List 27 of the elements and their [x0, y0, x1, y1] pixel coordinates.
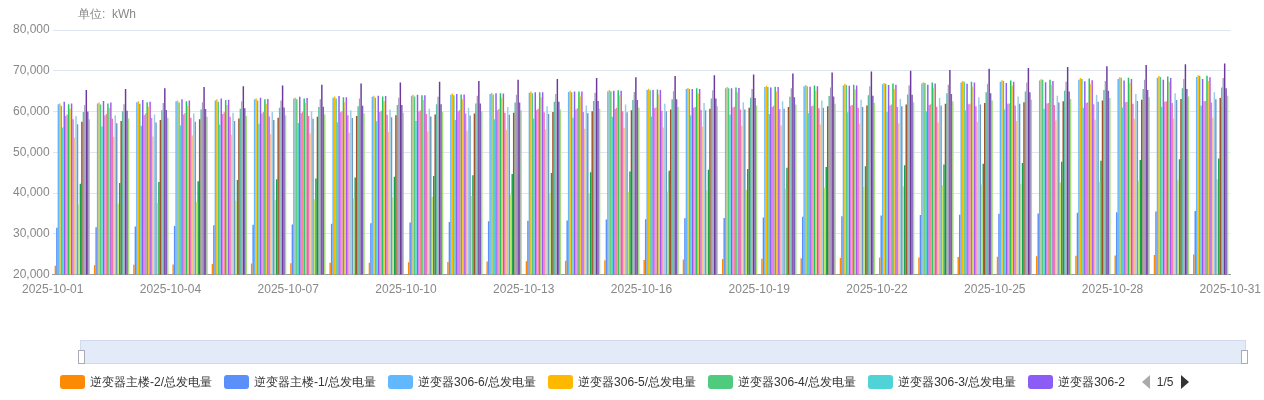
legend-label: 逆变器主楼-2/总发电量: [90, 373, 213, 391]
legend-label: 逆变器306-6/总发电量: [418, 373, 537, 391]
x-tick-label: 2025-10-07: [257, 282, 320, 297]
y-tick-label: 70,000: [13, 63, 51, 78]
legend-label: 逆变器306-4/总发电量: [738, 373, 857, 391]
legend-label: 逆变器306-5/总发电量: [578, 373, 697, 391]
x-tick-label: 2025-10-28: [1081, 282, 1144, 297]
legend-label: 逆变器306-3/总发电量: [898, 373, 1017, 391]
x-tick-label: 2025-10-04: [139, 282, 202, 297]
legend-label: 逆变器主楼-1/总发电量: [254, 373, 377, 391]
y-tick-label: 60,000: [13, 103, 51, 118]
y-tick-label: 50,000: [13, 144, 51, 159]
y-tick-label: 30,000: [13, 226, 51, 241]
x-tick-label: 2025-10-10: [375, 282, 437, 297]
legend-label: 逆变器306-2: [1058, 373, 1125, 391]
y-tick-label: 40,000: [13, 185, 51, 200]
text: 1/5: [1156, 375, 1174, 389]
x-tick-label: 2025-10-13: [493, 282, 555, 297]
x-tick-label: 2025-10-01: [22, 282, 84, 297]
y-tick-label: 80,000: [13, 22, 51, 37]
y-tick-label: 20,000: [13, 266, 51, 281]
x-tick-label: 2025-10-25: [964, 282, 1026, 297]
x-tick-label: 2025-10-16: [610, 282, 673, 297]
y-axis-title: 单位: kWh: [78, 6, 137, 23]
x-tick-label: 2025-10-31: [1199, 282, 1262, 297]
x-tick-label: 2025-10-22: [846, 282, 909, 297]
x-tick-label: 2025-10-19: [728, 282, 791, 297]
